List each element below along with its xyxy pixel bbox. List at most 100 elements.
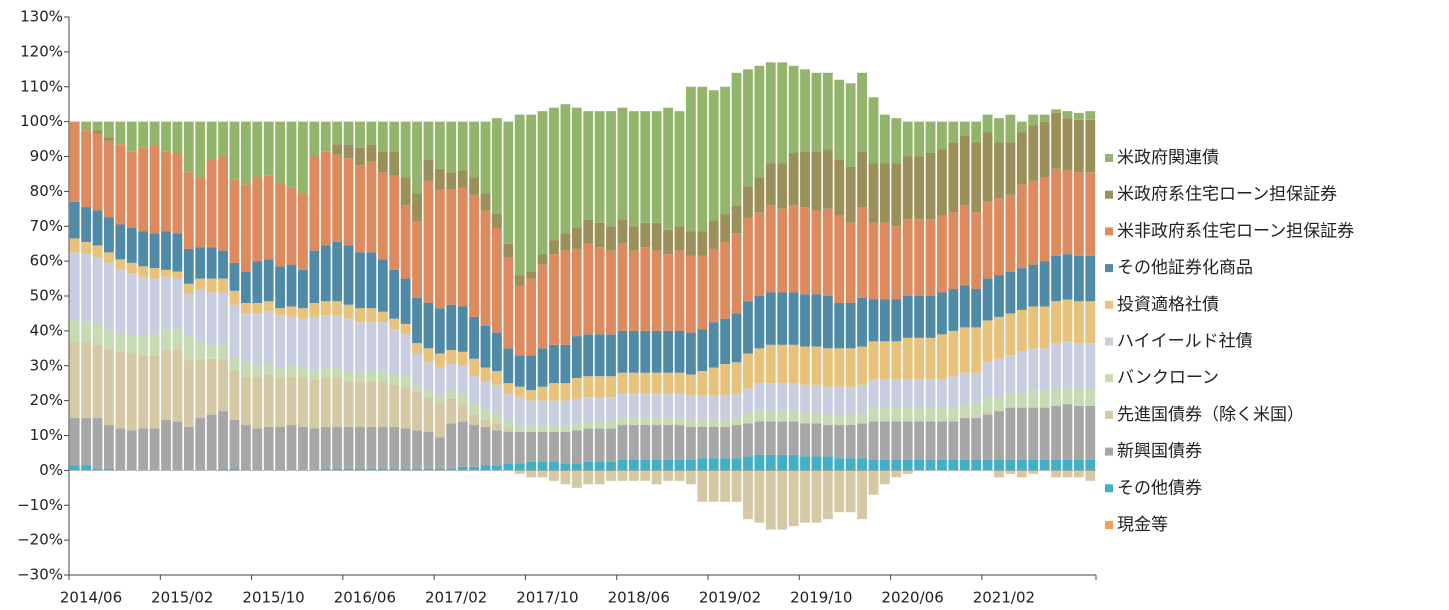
bar-segment bbox=[959, 372, 970, 405]
bar-segment bbox=[377, 172, 388, 260]
bar-segment bbox=[560, 432, 571, 464]
bar-segment bbox=[320, 468, 331, 471]
bar-segment bbox=[1016, 393, 1027, 408]
bar-segment bbox=[697, 426, 708, 459]
bar-segment bbox=[948, 289, 959, 331]
bar-segment bbox=[834, 302, 845, 349]
bar-segment bbox=[822, 470, 833, 520]
bar-segment bbox=[92, 418, 103, 469]
legend-label: 先進国債券（除く米国） bbox=[1117, 405, 1304, 425]
bar-segment bbox=[571, 423, 582, 431]
bar-segment bbox=[423, 432, 434, 469]
bar-segment bbox=[1085, 388, 1096, 406]
bar-segment bbox=[412, 193, 422, 222]
bar-segment bbox=[457, 187, 468, 307]
bar-segment bbox=[320, 301, 331, 316]
bar-segment bbox=[640, 470, 651, 481]
bar-segment bbox=[857, 458, 867, 471]
bar-segment bbox=[126, 121, 137, 152]
bar-segment bbox=[663, 330, 673, 373]
bar-segment bbox=[514, 463, 525, 471]
bar-segment bbox=[126, 151, 137, 228]
bar-segment bbox=[81, 465, 92, 471]
bar-segment bbox=[503, 421, 514, 429]
bar-segment bbox=[469, 194, 479, 317]
bar-segment bbox=[126, 262, 137, 274]
bar-segment bbox=[389, 426, 400, 469]
bar-segment bbox=[1028, 306, 1039, 349]
bar-segment bbox=[731, 470, 742, 502]
bar-segment bbox=[959, 205, 970, 286]
bar-segment bbox=[183, 248, 194, 284]
bar-segment bbox=[1005, 194, 1016, 272]
bar-segment bbox=[583, 111, 594, 220]
bar-segment bbox=[777, 163, 788, 209]
bar-segment bbox=[720, 458, 731, 471]
bar-segment bbox=[206, 344, 217, 359]
bar-segment bbox=[320, 377, 331, 427]
bar-segment bbox=[811, 470, 822, 523]
bar-segment bbox=[514, 285, 525, 356]
bar-segment bbox=[663, 254, 673, 331]
bar-segment bbox=[412, 391, 422, 431]
bar-segment bbox=[583, 219, 594, 244]
legend-label: 投資適格社債 bbox=[1117, 295, 1219, 315]
bar-segment bbox=[686, 255, 696, 333]
bar-segment bbox=[571, 107, 582, 228]
bar-segment bbox=[81, 241, 92, 255]
bar-segment bbox=[195, 177, 206, 248]
bar-segment bbox=[914, 459, 925, 471]
bar-segment bbox=[971, 327, 982, 373]
bar-segment bbox=[115, 269, 126, 333]
bar-segment bbox=[571, 398, 582, 424]
bar-segment bbox=[115, 351, 126, 429]
bar-segment bbox=[229, 468, 240, 471]
bar-segment bbox=[423, 302, 434, 349]
bar-segment bbox=[69, 465, 80, 471]
bar-segment bbox=[252, 428, 263, 471]
bar-segment bbox=[1005, 271, 1016, 314]
x-tick-label: 2017/02 bbox=[425, 589, 487, 607]
bar-segment bbox=[537, 400, 548, 426]
bar-segment bbox=[1039, 114, 1050, 122]
bar-segment bbox=[1005, 313, 1016, 356]
bar-segment bbox=[92, 323, 103, 345]
bar-segment bbox=[366, 252, 377, 309]
bar-segment bbox=[606, 428, 616, 462]
bar-segment bbox=[161, 151, 171, 232]
bar-segment bbox=[161, 419, 171, 471]
bar-segment bbox=[686, 459, 696, 471]
bar-segment bbox=[959, 459, 970, 471]
bar-segment bbox=[457, 170, 468, 188]
bar-segment bbox=[571, 227, 582, 249]
bar-segment bbox=[982, 362, 993, 398]
bar-segment bbox=[879, 114, 890, 164]
bar-segment bbox=[104, 140, 114, 218]
bar-segment bbox=[492, 430, 502, 466]
bar-segment bbox=[377, 151, 388, 173]
bar-segment bbox=[959, 418, 970, 460]
bar-segment bbox=[343, 158, 354, 246]
y-tick-label: 90% bbox=[30, 147, 63, 165]
bar-segment bbox=[126, 336, 137, 354]
bar-segment bbox=[640, 393, 651, 419]
bar-segment bbox=[857, 72, 867, 152]
bar-segment bbox=[1005, 355, 1016, 394]
bar-segment bbox=[902, 470, 913, 474]
bar-segment bbox=[663, 459, 673, 471]
bar-segment bbox=[434, 402, 445, 438]
x-tick-label: 2019/02 bbox=[699, 589, 761, 607]
bar-segment bbox=[628, 425, 639, 460]
bar-segment bbox=[811, 412, 822, 424]
bar-segment bbox=[240, 184, 251, 272]
bar-segment bbox=[446, 423, 457, 469]
bar-segment bbox=[400, 205, 411, 279]
bar-segment bbox=[332, 241, 343, 302]
bar-segment bbox=[777, 208, 788, 293]
bar-segment bbox=[640, 111, 651, 223]
bar-segment bbox=[332, 144, 343, 155]
bar-segment bbox=[549, 425, 559, 433]
bar-segment bbox=[514, 397, 525, 426]
bar-segment bbox=[549, 107, 559, 241]
bar-segment bbox=[834, 215, 845, 303]
